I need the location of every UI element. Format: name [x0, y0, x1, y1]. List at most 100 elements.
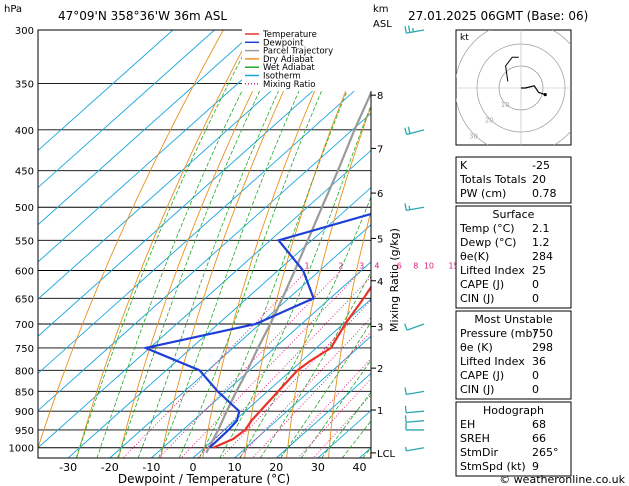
isotherm	[38, 30, 174, 152]
datetime-title: 27.01.2025 06GMT (Base: 06)	[408, 9, 588, 23]
dry-adiabat	[160, 30, 313, 458]
wet-adiabat	[321, 391, 371, 458]
table-row-value: 66	[532, 432, 546, 445]
table-row-label: Pressure (mb)	[460, 327, 537, 340]
table-row-label: CIN (J)	[460, 383, 494, 396]
pressure-unit: hPa	[4, 4, 22, 15]
isotherm	[67, 186, 371, 458]
wind-barb	[404, 405, 425, 414]
table-row-value: -25	[532, 159, 550, 172]
mixing-ratio-line	[220, 299, 371, 458]
temperature-tick: 40	[353, 461, 367, 474]
copyright: © weatheronline.co.uk	[499, 473, 625, 486]
table-row-label: StmSpd (kt)	[460, 460, 526, 473]
mixing-ratio-label: 8	[413, 262, 418, 271]
parcel-line	[205, 90, 371, 454]
table-row-label: Lifted Index	[460, 264, 525, 277]
mixing-ratio-line	[180, 270, 362, 458]
table-row-value: 25	[532, 264, 546, 277]
dry-adiabat	[571, 30, 607, 458]
dry-adiabats	[38, 30, 629, 458]
km-label: 3	[377, 322, 383, 333]
temperature-tick: -30	[59, 461, 77, 474]
table-title: Hodograph	[483, 404, 544, 417]
dry-adiabat	[202, 30, 342, 458]
pressure-label: 800	[15, 366, 34, 377]
table-row-label: Dewp (°C)	[460, 236, 516, 249]
dry-adiabat	[370, 438, 371, 458]
isotherm	[38, 149, 371, 449]
table-row-value: 36	[532, 355, 546, 368]
hodograph-unit: kt	[460, 33, 469, 43]
pressure-label: 500	[15, 203, 34, 214]
wet-adiabat	[96, 30, 273, 458]
dry-adiabat	[608, 30, 629, 458]
table-row-value: 0	[532, 278, 539, 291]
mixing-ratio-line	[158, 270, 342, 458]
hodograph-ring-label: 10	[501, 101, 510, 109]
pressure-label: 550	[15, 236, 34, 247]
isotherm	[38, 112, 371, 412]
pressure-label: 400	[15, 126, 34, 137]
table-row-label: EH	[460, 418, 475, 431]
wet-adiabat	[178, 30, 349, 458]
pressure-label: 950	[15, 426, 34, 437]
temperature-tick: 10	[228, 461, 242, 474]
hodograph-end	[543, 93, 547, 97]
table-box	[455, 205, 572, 309]
km-label: 4	[377, 277, 383, 288]
hodograph-trace	[521, 85, 546, 96]
wet-adiabat	[137, 30, 308, 458]
pressure-tick-labels: 300 350 400 450 500 550 600 650 700 750 800 850 900 9…	[9, 26, 34, 455]
plot-frame	[37, 29, 372, 459]
legend-entry: Isotherm	[263, 72, 301, 82]
table-row-value: 68	[532, 418, 546, 431]
km-label: 5	[377, 234, 383, 245]
km-label: 1	[377, 406, 383, 417]
table-row-value: 1.2	[532, 236, 550, 249]
km-label: 6	[377, 189, 383, 200]
isotherm	[38, 30, 298, 263]
table-row-label: CAPE (J)	[460, 369, 504, 382]
mixing-ratio-label: 10	[424, 262, 434, 271]
wind-barb	[404, 415, 425, 423]
legend-entry: Mixing Ratio	[263, 80, 315, 90]
pressure-label: 750	[15, 344, 34, 355]
dewpoint-profile	[141, 212, 371, 449]
temperature-profile	[212, 285, 371, 449]
table-row-label: PW (cm)	[460, 187, 506, 200]
wind-barbs	[404, 25, 425, 452]
isotherm	[151, 261, 371, 458]
km-label: LCL	[377, 449, 396, 460]
wind-barb	[404, 446, 425, 452]
table-box	[455, 310, 572, 400]
isotherm	[192, 298, 371, 458]
dry-adiabat	[76, 30, 254, 458]
dry-adiabat	[244, 30, 371, 458]
isotherm	[276, 372, 371, 458]
isotherm	[234, 335, 371, 458]
km-label: 8	[377, 91, 383, 102]
wet-adiabat	[158, 30, 328, 458]
height-km-ticks: 8 7 6 5 4 3 2 1 LCL	[371, 91, 396, 460]
pressure-label: 850	[15, 387, 34, 398]
x-axis-label: Dewpoint / Temperature (°C)	[118, 472, 290, 486]
table-row-label: Lifted Index	[460, 355, 525, 368]
hodograph-upper-trace	[505, 56, 519, 82]
isotherm	[38, 30, 215, 189]
mixing-ratio-label: 15	[448, 262, 458, 271]
pressure-label: 1000	[9, 444, 34, 455]
temperature-tick: -10	[142, 461, 160, 474]
table-row-label: θe(K)	[460, 250, 489, 263]
dry-adiabat	[118, 30, 283, 458]
temperature-tick: 0	[190, 461, 197, 474]
pressure-label: 700	[15, 320, 34, 331]
legend-entry: Wet Adiabat	[263, 63, 315, 73]
table-row-value: 20	[532, 173, 546, 186]
isotherm	[38, 38, 371, 337]
parcel-trajectory	[205, 90, 371, 454]
table-title: Surface	[493, 208, 535, 221]
isotherm	[38, 30, 257, 226]
table-row-value: 0	[532, 292, 539, 305]
